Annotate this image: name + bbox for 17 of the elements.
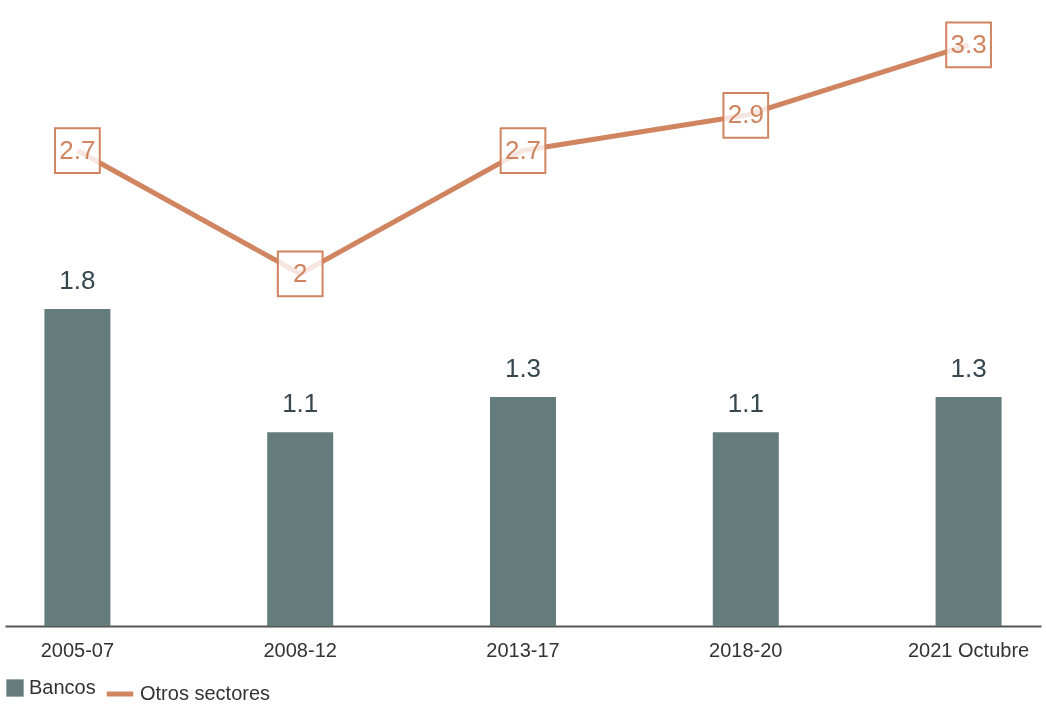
x-tick-label: 2005-07 — [40, 638, 115, 661]
x-tick-label: 2013-17 — [486, 638, 560, 661]
legend-label: Bancos — [29, 676, 96, 698]
data-label: 3.3 — [950, 28, 987, 59]
data-label: 1.3 — [504, 353, 542, 384]
x-tick-label: 2008-12 — [263, 638, 337, 661]
x-tick-label: 2021 Octubre — [907, 638, 1030, 661]
data-label: 2.7 — [59, 134, 96, 165]
data-label: 1.8 — [59, 265, 96, 296]
x-tick-label: 2018-20 — [709, 638, 783, 661]
data-label: 1.1 — [282, 388, 319, 419]
data-label: 2 — [292, 257, 308, 288]
data-label: 1.3 — [950, 353, 987, 384]
data-label: 2.7 — [504, 134, 542, 165]
legend-label: Otros sectores — [140, 682, 271, 704]
data-label: 1.1 — [727, 388, 764, 419]
data-label: 2.9 — [727, 99, 764, 130]
